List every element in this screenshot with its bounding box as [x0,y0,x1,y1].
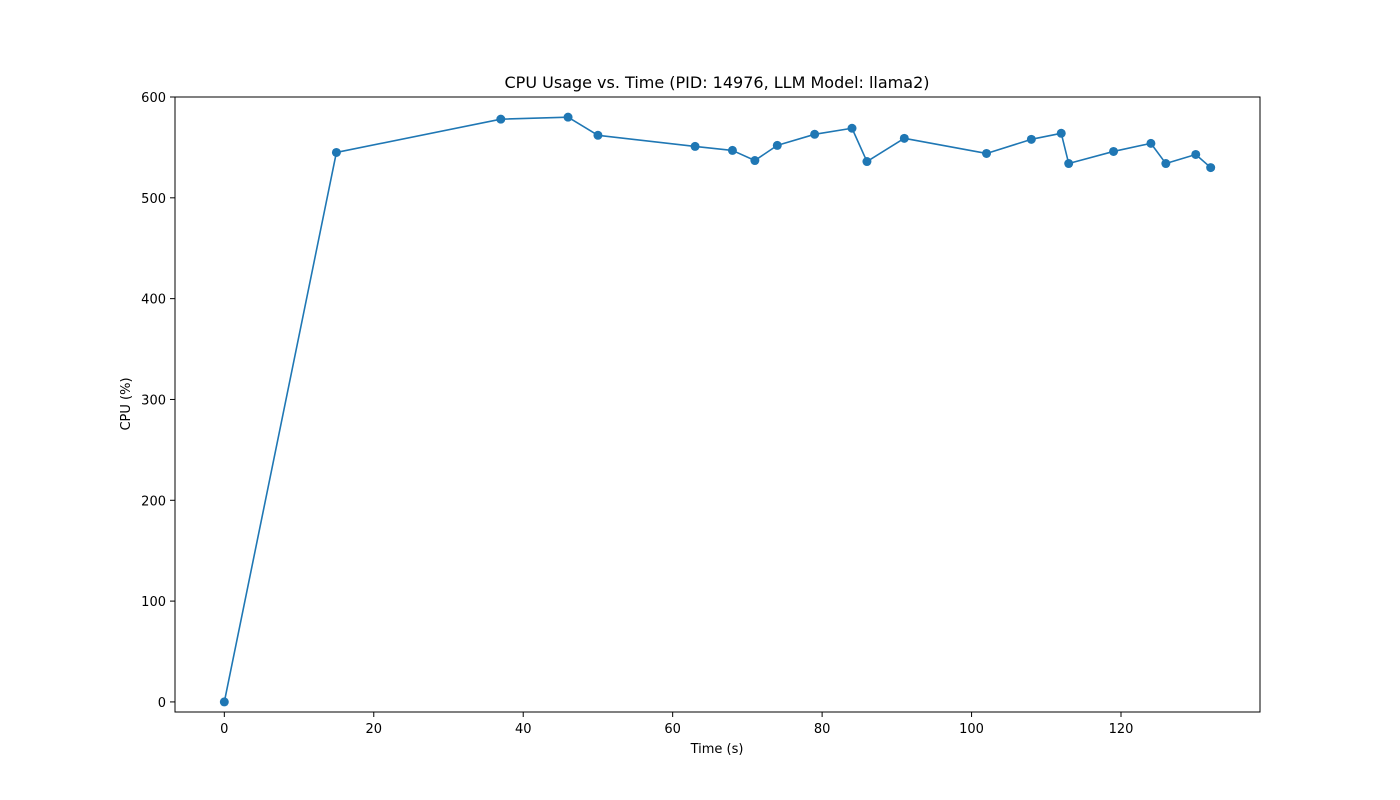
x-tick-label: 20 [365,722,382,737]
data-point [593,130,603,140]
y-tick-label: 100 [141,595,166,610]
data-point [847,123,857,133]
x-tick-label: 100 [959,722,984,737]
data-point [1026,134,1036,144]
data-point [1161,159,1171,169]
y-axis-label: CPU (%) [119,377,134,430]
x-tick-label: 60 [664,722,681,737]
data-point [899,133,909,143]
x-tick-label: 40 [515,722,532,737]
series-line [223,116,1212,703]
data-point [750,156,760,166]
data-point [1206,163,1216,173]
y-tick-label: 300 [141,393,166,408]
data-point [727,145,737,155]
data-point [1056,128,1066,138]
data-point [496,114,506,124]
y-tick-label: 0 [158,696,166,711]
plot-frame [174,96,1261,713]
data-point [862,157,872,167]
chart-title: CPU Usage vs. Time (PID: 14976, LLM Mode… [505,73,930,92]
x-tick-label: 80 [814,722,831,737]
y-tick-label: 500 [141,192,166,207]
x-tick-label: 0 [220,722,228,737]
data-point [1191,149,1201,159]
data-point [1109,146,1119,156]
data-point [810,129,820,139]
data-point [772,140,782,150]
y-tick-label: 400 [141,293,166,308]
data-point [982,148,992,158]
data-point [690,141,700,151]
data-point [1146,138,1156,148]
y-tick-label: 200 [141,494,166,509]
x-axis-label: Time (s) [690,742,744,757]
data-point [563,112,573,122]
data-point [331,147,341,157]
data-point [1064,159,1074,169]
data-point [219,697,229,707]
x-tick-label: 120 [1109,722,1134,737]
y-tick-label: 600 [141,91,166,106]
plot-area: 0 20 40 60 80 100 120 0 100 200 300 400 500 600 [141,91,1261,737]
